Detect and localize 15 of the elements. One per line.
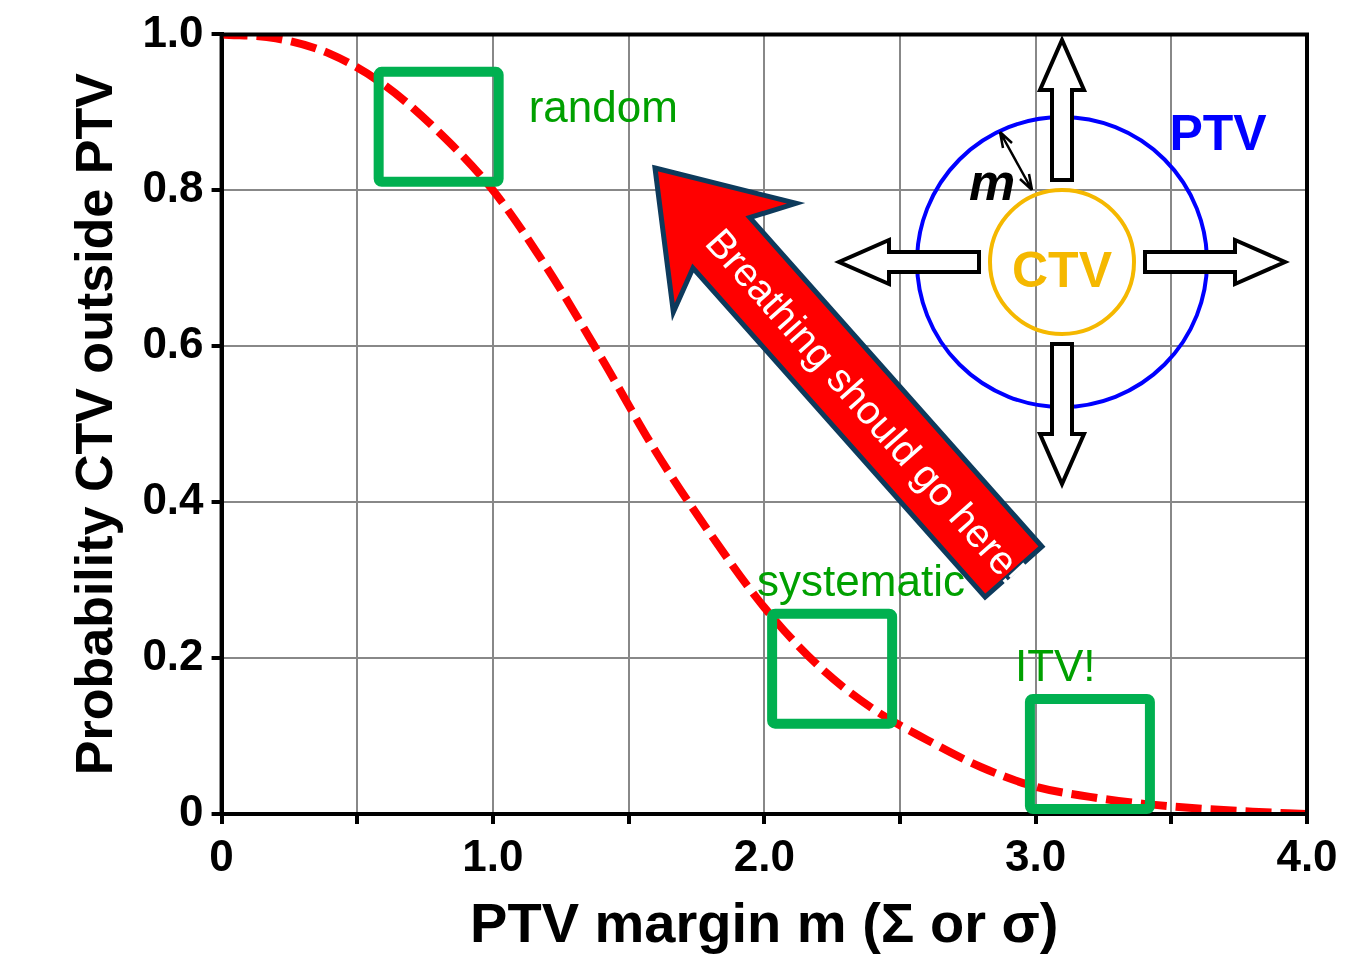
y-tick-label: 0.6 [142, 318, 204, 368]
x-tick-label: 3.0 [1005, 830, 1067, 880]
x-tick-label: 4.0 [1276, 830, 1338, 880]
annotation: random [528, 81, 678, 131]
x-tick-label: 2.0 [733, 830, 795, 880]
x-tick-label: 1.0 [462, 830, 524, 880]
y-tick-label: 0 [179, 786, 204, 836]
y-tick-label: 1.0 [142, 6, 204, 56]
y-axis-title: Probability CTV outside PTV [64, 72, 123, 776]
annotation: ITV! [1014, 641, 1096, 690]
y-tick-label: 0.8 [142, 162, 204, 212]
y-tick-label: 0.4 [142, 474, 205, 524]
y-tick-label: 0.2 [142, 630, 204, 680]
x-axis-title: PTV margin m (Σ or σ) [470, 890, 1059, 954]
annotation: PTV [1169, 105, 1268, 161]
